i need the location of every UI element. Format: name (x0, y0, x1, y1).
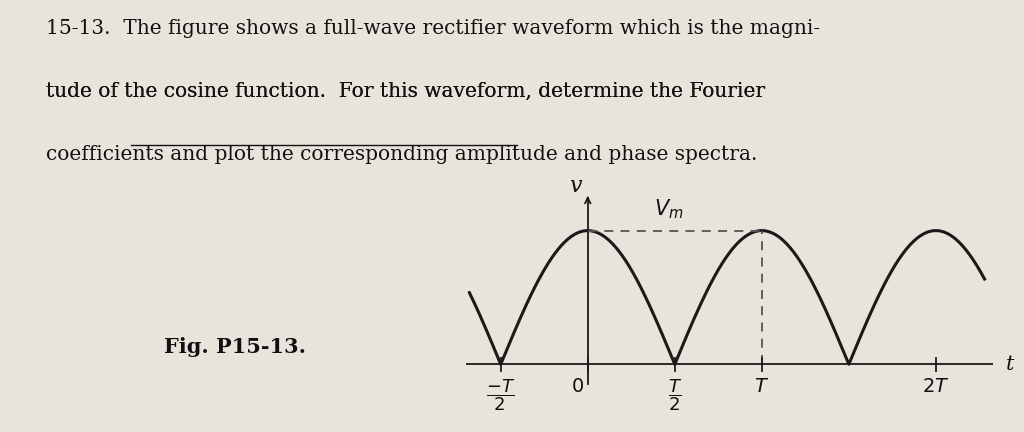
Text: Fig. P15-13.: Fig. P15-13. (164, 337, 306, 357)
Text: $2T$: $2T$ (922, 378, 949, 396)
Text: $\dfrac{-T}{2}$: $\dfrac{-T}{2}$ (486, 378, 515, 413)
Text: $V_m$: $V_m$ (654, 198, 683, 221)
Text: $0$: $0$ (570, 378, 584, 396)
Text: tude of the cosine function.  For this waveform, determine the Fourier: tude of the cosine function. For this wa… (46, 82, 765, 101)
Text: tude of the cosine function.  For this waveform, determine the Fourier: tude of the cosine function. For this wa… (46, 82, 765, 101)
Text: $\dfrac{T}{2}$: $\dfrac{T}{2}$ (668, 378, 682, 413)
Text: coefficients and plot the corresponding amplitude and phase spectra.: coefficients and plot the corresponding … (46, 145, 758, 164)
Text: t: t (1006, 355, 1014, 374)
Text: v: v (569, 175, 582, 197)
Text: 15-13.  The figure shows a full-wave rectifier waveform which is the magni-: 15-13. The figure shows a full-wave rect… (46, 19, 820, 38)
Text: $T$: $T$ (755, 378, 769, 396)
